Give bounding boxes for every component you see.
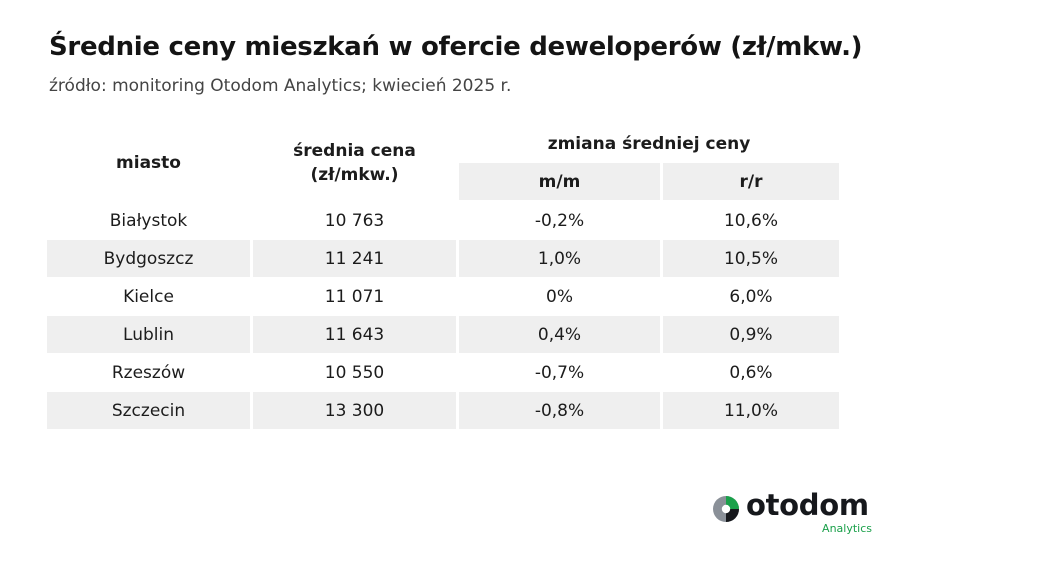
table-row-price: 13 300	[253, 392, 456, 429]
header-city: miasto	[116, 153, 181, 173]
table-row-mm: -0,2%	[534, 210, 585, 231]
table-row-mm: -0,7%	[534, 362, 585, 383]
table-row-mm: 0,4%	[459, 316, 660, 353]
page-subtitle: źródło: monitoring Otodom Analytics; kwi…	[49, 76, 512, 96]
page-title: Średnie ceny mieszkań w ofercie dewelope…	[49, 32, 863, 62]
table-row-rr: 10,6%	[723, 210, 778, 231]
header-mm: m/m	[459, 163, 660, 200]
header-price: średnia cena (zł/mkw.)	[253, 126, 456, 200]
table-row-rr: 11,0%	[663, 392, 839, 429]
table-row-mm: 1,0%	[459, 240, 660, 277]
otodom-logo: otodom Analytics	[712, 488, 882, 538]
header-price-line1: średnia cena	[293, 141, 416, 161]
table-row-rr: 6,0%	[729, 286, 773, 307]
otodom-analytics-label: Analytics	[822, 522, 872, 535]
table-row-mm: 0%	[546, 286, 573, 307]
table-row-rr: 0,6%	[729, 362, 773, 383]
table-row-city: Białystok	[109, 210, 188, 231]
table-row-city: Kielce	[123, 286, 174, 307]
otodom-logo-icon	[713, 496, 739, 522]
header-change-group: zmiana średniej ceny	[547, 134, 751, 154]
table-row-rr: 0,9%	[663, 316, 839, 353]
header-price-line2: (zł/mkw.)	[310, 165, 399, 185]
table-row-price: 11 643	[253, 316, 456, 353]
table-row-price: 10 550	[324, 362, 385, 383]
table-row-rr: 10,5%	[663, 240, 839, 277]
header-rr: r/r	[663, 163, 839, 200]
price-table: miasto średnia cena (zł/mkw.) zmiana śre…	[47, 126, 839, 429]
table-row-price: 11 241	[253, 240, 456, 277]
table-row-city: Szczecin	[47, 392, 250, 429]
table-row-price: 11 071	[324, 286, 385, 307]
otodom-wordmark: otodom	[746, 488, 869, 522]
table-row-mm: -0,8%	[459, 392, 660, 429]
table-row-price: 10 763	[324, 210, 385, 231]
table-row-city: Lublin	[47, 316, 250, 353]
table-row-city: Bydgoszcz	[47, 240, 250, 277]
table-row-city: Rzeszów	[111, 362, 186, 383]
